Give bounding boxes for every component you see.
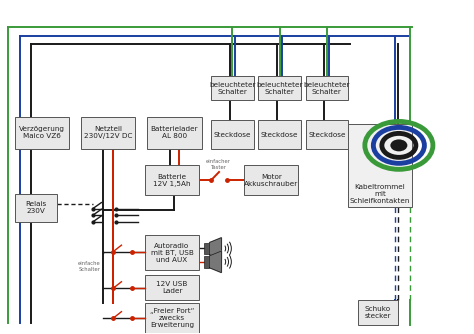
Text: Steckdose: Steckdose (213, 132, 251, 138)
Text: Schuko
stecker: Schuko stecker (365, 306, 391, 319)
Text: beleuchteter
Schalter: beleuchteter Schalter (209, 81, 255, 95)
Text: Verzögerung
Maico VZ6: Verzögerung Maico VZ6 (19, 126, 65, 139)
FancyBboxPatch shape (258, 121, 301, 149)
Circle shape (391, 139, 407, 151)
FancyBboxPatch shape (145, 165, 199, 195)
Text: Motor
Akkuschrauber: Motor Akkuschrauber (244, 174, 299, 187)
FancyBboxPatch shape (348, 124, 412, 207)
FancyBboxPatch shape (306, 121, 348, 149)
FancyBboxPatch shape (81, 117, 136, 149)
Polygon shape (210, 238, 221, 259)
FancyBboxPatch shape (211, 121, 254, 149)
Text: beleuchteter
Schalter: beleuchteter Schalter (256, 81, 303, 95)
Text: Batterielader
AL 800: Batterielader AL 800 (151, 126, 198, 139)
Text: beleuchteter
Schalter: beleuchteter Schalter (303, 81, 350, 95)
Text: Autoradio
mit BT, USB
und AUX: Autoradio mit BT, USB und AUX (151, 242, 193, 263)
FancyBboxPatch shape (147, 117, 201, 149)
FancyBboxPatch shape (244, 165, 299, 195)
FancyBboxPatch shape (145, 235, 199, 270)
Text: einfacher
Taster: einfacher Taster (206, 159, 231, 170)
Text: Relais
230V: Relais 230V (26, 201, 47, 214)
Text: Steckdose: Steckdose (261, 132, 298, 138)
Bar (204, 242, 210, 255)
FancyBboxPatch shape (15, 194, 57, 222)
FancyBboxPatch shape (15, 117, 69, 149)
FancyBboxPatch shape (211, 75, 254, 101)
Text: einfache
Schalter: einfache Schalter (78, 262, 100, 272)
Text: Batterie
12V 1,5Ah: Batterie 12V 1,5Ah (153, 174, 191, 187)
Text: Netzteil
230V/12V DC: Netzteil 230V/12V DC (84, 126, 132, 139)
FancyBboxPatch shape (357, 300, 398, 325)
Text: Kabeltrommel
mit
Schleifkontakten: Kabeltrommel mit Schleifkontakten (350, 184, 410, 204)
FancyBboxPatch shape (306, 75, 348, 101)
Text: 12V USB
Lader: 12V USB Lader (156, 281, 188, 294)
Text: „Freier Port“
zwecks
Erweiterung: „Freier Port“ zwecks Erweiterung (150, 308, 194, 328)
FancyBboxPatch shape (145, 275, 199, 300)
FancyBboxPatch shape (258, 75, 301, 101)
FancyBboxPatch shape (145, 303, 199, 333)
Text: Steckdose: Steckdose (308, 132, 346, 138)
Bar (204, 256, 210, 268)
Polygon shape (210, 251, 221, 273)
